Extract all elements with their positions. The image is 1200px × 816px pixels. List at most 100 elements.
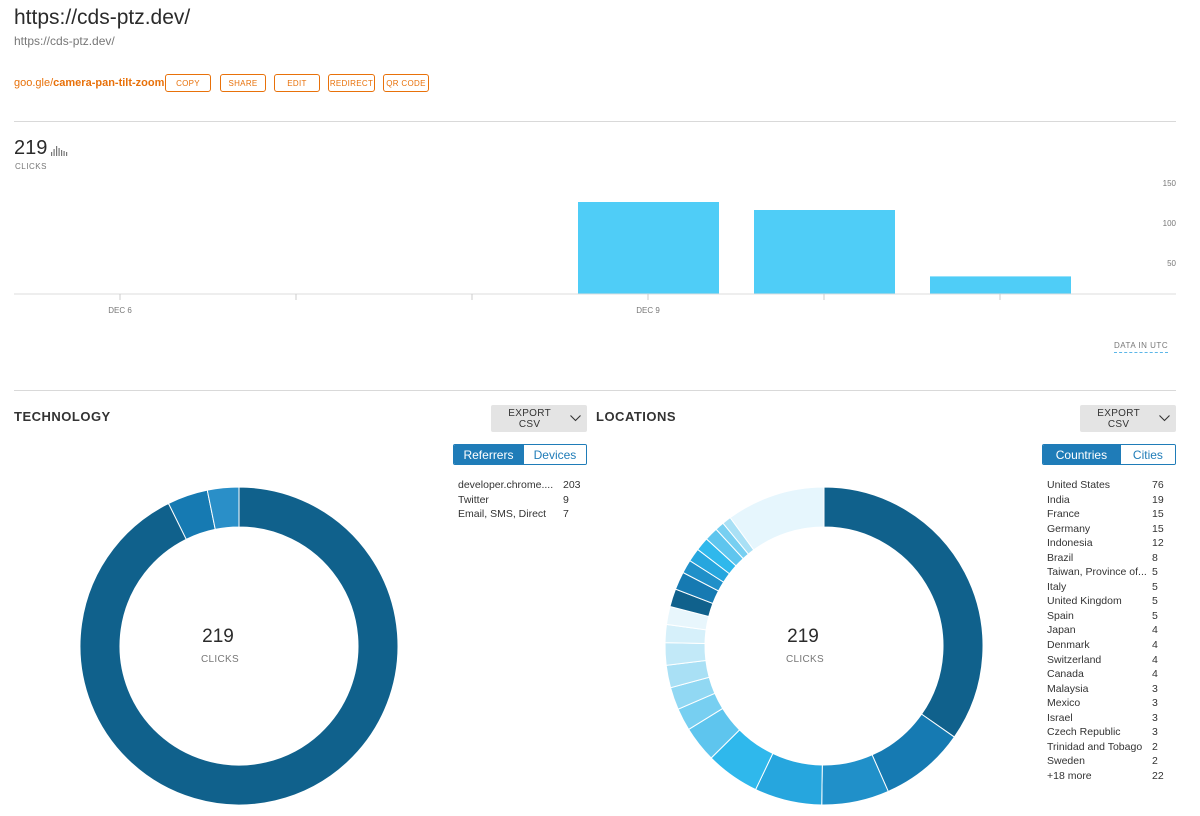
locations-export-csv-button[interactable]: EXPORT CSV [1080,405,1176,432]
export-csv-label: EXPORT CSV [1097,407,1141,430]
donut-slice-3[interactable] [206,486,240,530]
x-tick-group [119,294,1001,300]
referrer-name: Twitter [458,493,489,506]
clicks-bar-chart: 150 100 50 DEC 6 DEC 9 [14,179,1177,315]
country-name: Canada [1047,668,1084,681]
country-count: 4 [1152,653,1158,666]
list-item[interactable]: Germany 15 [1047,523,1177,538]
list-item[interactable]: Canada 4 [1047,668,1177,683]
country-name: Mexico [1047,697,1081,710]
country-count: 3 [1152,682,1158,695]
list-item[interactable]: Email, SMS, Direct 7 [458,508,586,523]
qr-code-button[interactable]: QR CODE [383,74,429,92]
page-title: https://cds-ptz.dev/ [14,6,191,29]
country-name: Germany [1047,522,1091,535]
list-item[interactable]: Malaysia 3 [1047,683,1177,698]
list-item[interactable]: Israel 3 [1047,712,1177,727]
list-item[interactable]: Trinidad and Tobago 2 [1047,741,1177,756]
technology-donut-chart [79,486,399,806]
list-item[interactable]: Spain 5 [1047,610,1177,625]
short-link-slug: camera-pan-tilt-zoom [53,77,165,89]
country-name: Czech Republic [1047,726,1121,739]
referrer-count: 7 [563,508,569,521]
country-count: 4 [1152,639,1158,652]
country-count: 2 [1152,740,1158,753]
list-item[interactable]: United Kingdom 5 [1047,595,1177,610]
list-item[interactable]: Taiwan, Province of... 5 [1047,566,1177,581]
bar-sparkline-icon[interactable] [51,146,69,156]
country-count: 15 [1152,522,1164,535]
referrers-list: developer.chrome.... 203 Twitter 9 Email, SM… [458,479,586,523]
share-button[interactable]: SHARE [220,74,266,92]
x-tick-label-dec6: DEC 6 [108,306,132,315]
list-item[interactable]: Sweden 2 [1047,755,1177,770]
donut-slice-1[interactable] [79,486,399,806]
short-link[interactable]: goo.gle/camera-pan-tilt-zoom [14,77,164,89]
list-item[interactable]: Japan 4 [1047,624,1177,639]
list-item[interactable]: France 15 [1047,508,1177,523]
list-item[interactable]: Brazil 8 [1047,552,1177,567]
edit-button[interactable]: EDIT [274,74,320,92]
bar-2[interactable] [754,210,895,294]
export-csv-label: EXPORT CSV [508,407,552,430]
technology-export-csv-button[interactable]: EXPORT CSV [491,405,587,432]
country-count: 5 [1152,580,1158,593]
list-item[interactable]: Czech Republic 3 [1047,726,1177,741]
referrer-name: Email, SMS, Direct [458,508,547,521]
country-name: Taiwan, Province of... [1047,566,1147,579]
destination-url[interactable]: https://cds-ptz.dev/ [14,34,115,48]
bar-1[interactable] [578,202,719,294]
clicks-total-label: CLICKS [15,162,47,171]
locations-title: LOCATIONS [596,409,677,424]
bar-3[interactable] [930,276,1071,294]
country-count: 15 [1152,508,1164,521]
donut-slice-21[interactable] [729,486,825,551]
referrer-count: 9 [563,493,569,506]
technology-tabs: Referrers Devices [453,444,587,465]
technology-donut-label: CLICKS [201,654,239,665]
list-item[interactable]: United States 76 [1047,479,1177,494]
country-count: 12 [1152,537,1164,550]
country-name: Switzerland [1047,653,1102,666]
list-item[interactable]: +18 more 22 [1047,770,1177,785]
list-item[interactable]: developer.chrome.... 203 [458,479,586,494]
list-item[interactable]: Denmark 4 [1047,639,1177,654]
donut-slice-1[interactable] [823,486,984,738]
list-item[interactable]: Switzerland 4 [1047,654,1177,669]
tab-cities[interactable]: Cities [1119,445,1175,464]
country-name: Indonesia [1047,537,1093,550]
country-count: 4 [1152,624,1158,637]
country-count: 3 [1152,726,1158,739]
chevron-down-icon [1159,415,1170,422]
list-item[interactable]: Mexico 3 [1047,697,1177,712]
country-name: Italy [1047,580,1067,593]
x-tick-label-dec9: DEC 9 [636,306,660,315]
tab-referrers[interactable]: Referrers [454,445,523,464]
country-count: 5 [1152,609,1158,622]
country-count: 76 [1152,479,1164,491]
copy-button[interactable]: COPY [165,74,211,92]
country-name: Brazil [1047,551,1074,564]
country-count: 3 [1152,711,1158,724]
country-name: Malaysia [1047,682,1089,695]
tab-countries[interactable]: Countries [1043,445,1120,464]
country-count: 19 [1152,493,1164,506]
list-item[interactable]: Indonesia 12 [1047,537,1177,552]
redirect-button[interactable]: REDIRECT [328,74,375,92]
list-item[interactable]: India 19 [1047,494,1177,509]
country-name: Israel [1047,711,1073,724]
country-count: 2 [1152,755,1158,768]
country-count: 5 [1152,566,1158,579]
locations-donut-label: CLICKS [786,654,824,665]
clicks-total: 219 [14,137,48,159]
locations-tabs: Countries Cities [1042,444,1176,465]
countries-list: United States 76 India 19 France 15 Germany 15 I… [1047,479,1177,784]
country-name: +18 more [1047,769,1092,782]
short-link-domain: goo.gle/ [14,77,54,89]
tab-devices[interactable]: Devices [522,445,586,464]
list-item[interactable]: Twitter 9 [458,494,586,509]
list-item[interactable]: Italy 5 [1047,581,1177,596]
data-in-utc-link[interactable]: DATA IN UTC [1114,341,1169,353]
country-name: United Kingdom [1047,595,1122,608]
country-name: Denmark [1047,639,1090,652]
